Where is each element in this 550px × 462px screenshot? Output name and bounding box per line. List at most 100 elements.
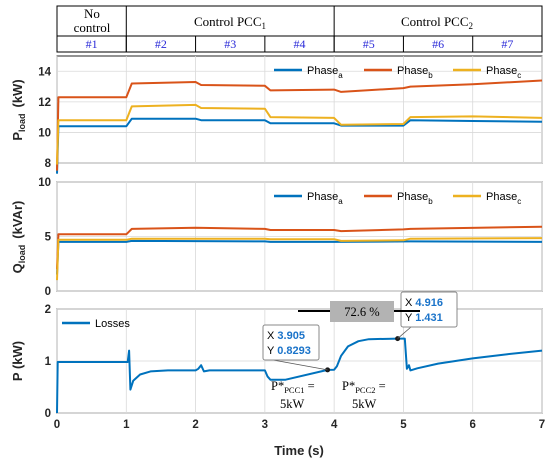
- legend-label-base: Phase: [486, 65, 517, 77]
- xtick-label: 5: [400, 419, 407, 431]
- pcc2-note-line2: 5kW: [352, 397, 377, 411]
- pcc1-note-line2: 5kW: [280, 397, 305, 411]
- xtick-label: 2: [192, 419, 198, 431]
- percent-label: 72.6 %: [344, 305, 379, 319]
- header-interval-7: #7: [501, 37, 513, 51]
- header-frame: [56, 5, 543, 53]
- header-no-control-line1: No: [84, 6, 100, 21]
- xtick-label: 6: [470, 419, 476, 431]
- datatip-x: X 4.916: [405, 297, 443, 309]
- header-control-pcc1-base: Control PCC: [194, 14, 262, 29]
- datatip-x: X 3.905: [267, 330, 305, 342]
- header-interval-1: #1: [86, 37, 98, 51]
- datatip-y-value: 0.8293: [277, 345, 311, 357]
- ytick-label: 0: [45, 408, 51, 420]
- legend-label-base: Phase: [397, 65, 428, 77]
- losses-annotations: 72.6 % P*PCC1 = 5kW P*PCC2 = 5kW: [271, 301, 420, 411]
- pcc2-note-eq: =: [376, 379, 386, 393]
- pcc1-note-sub: PCC1: [284, 385, 304, 395]
- datatip-box: [400, 291, 458, 328]
- ytick-label: 10: [38, 177, 51, 189]
- xlabel: Time (s): [274, 443, 324, 458]
- legend-label: Phasec: [486, 191, 521, 206]
- losses-ylabel: P (kW): [10, 341, 25, 381]
- legend-label: Phaseb: [397, 191, 433, 206]
- pload-ylabel-unit: (kW): [10, 79, 25, 107]
- ytick-label: 14: [38, 66, 51, 78]
- header-control-pcc2-base: Control PCC: [401, 14, 469, 29]
- datatip-x-value: 4.916: [415, 297, 443, 309]
- pcc2-note-sub: PCC2: [355, 385, 375, 395]
- xtick-label: 1: [123, 419, 130, 431]
- header-control-pcc1: Control PCC1: [194, 14, 266, 31]
- legend-label-sub: c: [517, 197, 521, 206]
- series-line-phase-c: [56, 103, 543, 165]
- datatip-y: Y 0.8293: [267, 345, 311, 357]
- pcc1-note-line1: P*PCC1 =: [271, 379, 315, 395]
- header-interval-5: #5: [363, 37, 375, 51]
- ytick-label: 5: [45, 232, 52, 244]
- legend-label: Phasea: [307, 191, 343, 206]
- legend-label-sub: c: [517, 71, 521, 80]
- pcc2-note-line1: P*PCC2 =: [342, 379, 386, 395]
- pload-ylabel-main: P: [10, 132, 25, 141]
- series-line-phase-b: [56, 79, 543, 171]
- header-interval-4: #4: [294, 37, 306, 51]
- header-interval-3: #3: [224, 37, 236, 51]
- header-control-pcc1-sub: 1: [262, 21, 267, 31]
- legend-label-base: Phase: [397, 191, 428, 203]
- percent-box: [330, 301, 394, 322]
- qload-ylabel-sub: load: [17, 245, 27, 264]
- header-no-control-line2: control: [74, 20, 111, 35]
- datatip-leader: [272, 359, 328, 371]
- xtick-label: 7: [539, 419, 545, 431]
- ytick-label: 10: [38, 127, 51, 139]
- legend-label: Phasea: [307, 65, 343, 80]
- header-control-pcc2-sub: 2: [469, 21, 474, 31]
- pcc2-note-p: P*: [342, 379, 355, 393]
- datatip-y-value: 1.431: [415, 312, 443, 324]
- datatip-leader: [397, 326, 412, 339]
- datatip-x-key: X: [267, 330, 277, 342]
- header-control-pcc2: Control PCC2: [401, 14, 473, 31]
- series-line-phase-b: [56, 225, 543, 270]
- ytick-label: 8: [45, 158, 52, 170]
- datatip-box: [262, 324, 320, 361]
- qload-ylabel-unit: (kVAr): [10, 201, 25, 239]
- legend-label: Phaseb: [397, 65, 433, 80]
- pload-ylabel: Pload (kW): [10, 79, 27, 140]
- legend-label: Phasec: [486, 65, 521, 80]
- legend-label: Losses: [95, 318, 130, 330]
- series-line-phase-a: [56, 239, 543, 275]
- ytick-label: 12: [38, 97, 51, 109]
- ytick-label: 0: [45, 286, 51, 298]
- legend-label-base: Phase: [307, 191, 338, 203]
- ytick-label: 2: [45, 304, 51, 316]
- control-header: No control Control PCC1 Control PCC2 #1 #…: [56, 5, 543, 53]
- legend-label-base: Phase: [307, 65, 338, 77]
- xtick-label: 0: [54, 419, 60, 431]
- legend-label-sub: b: [428, 197, 433, 206]
- legend-label-base: Phase: [486, 191, 517, 203]
- xtick-label: 3: [262, 419, 268, 431]
- pcc1-note-p: P*: [271, 379, 284, 393]
- ytick-label: 1: [45, 356, 52, 368]
- legend-label-sub: b: [428, 71, 433, 80]
- header-interval-2: #2: [155, 37, 167, 51]
- legend-label-sub: a: [338, 71, 343, 80]
- series-line-losses: [56, 337, 543, 414]
- header-interval-6: #6: [432, 37, 444, 51]
- datatip-x-key: X: [405, 297, 415, 309]
- datatip-y-key: Y: [267, 345, 277, 357]
- qload-ylabel: Qload (kVAr): [10, 201, 27, 274]
- pcc1-note-eq: =: [305, 379, 315, 393]
- legend-label-sub: a: [338, 197, 343, 206]
- series-line-phase-a: [56, 117, 543, 174]
- datatip-y-key: Y: [405, 312, 415, 324]
- series-line-phase-c: [56, 237, 543, 281]
- datatip-x-value: 3.905: [277, 330, 305, 342]
